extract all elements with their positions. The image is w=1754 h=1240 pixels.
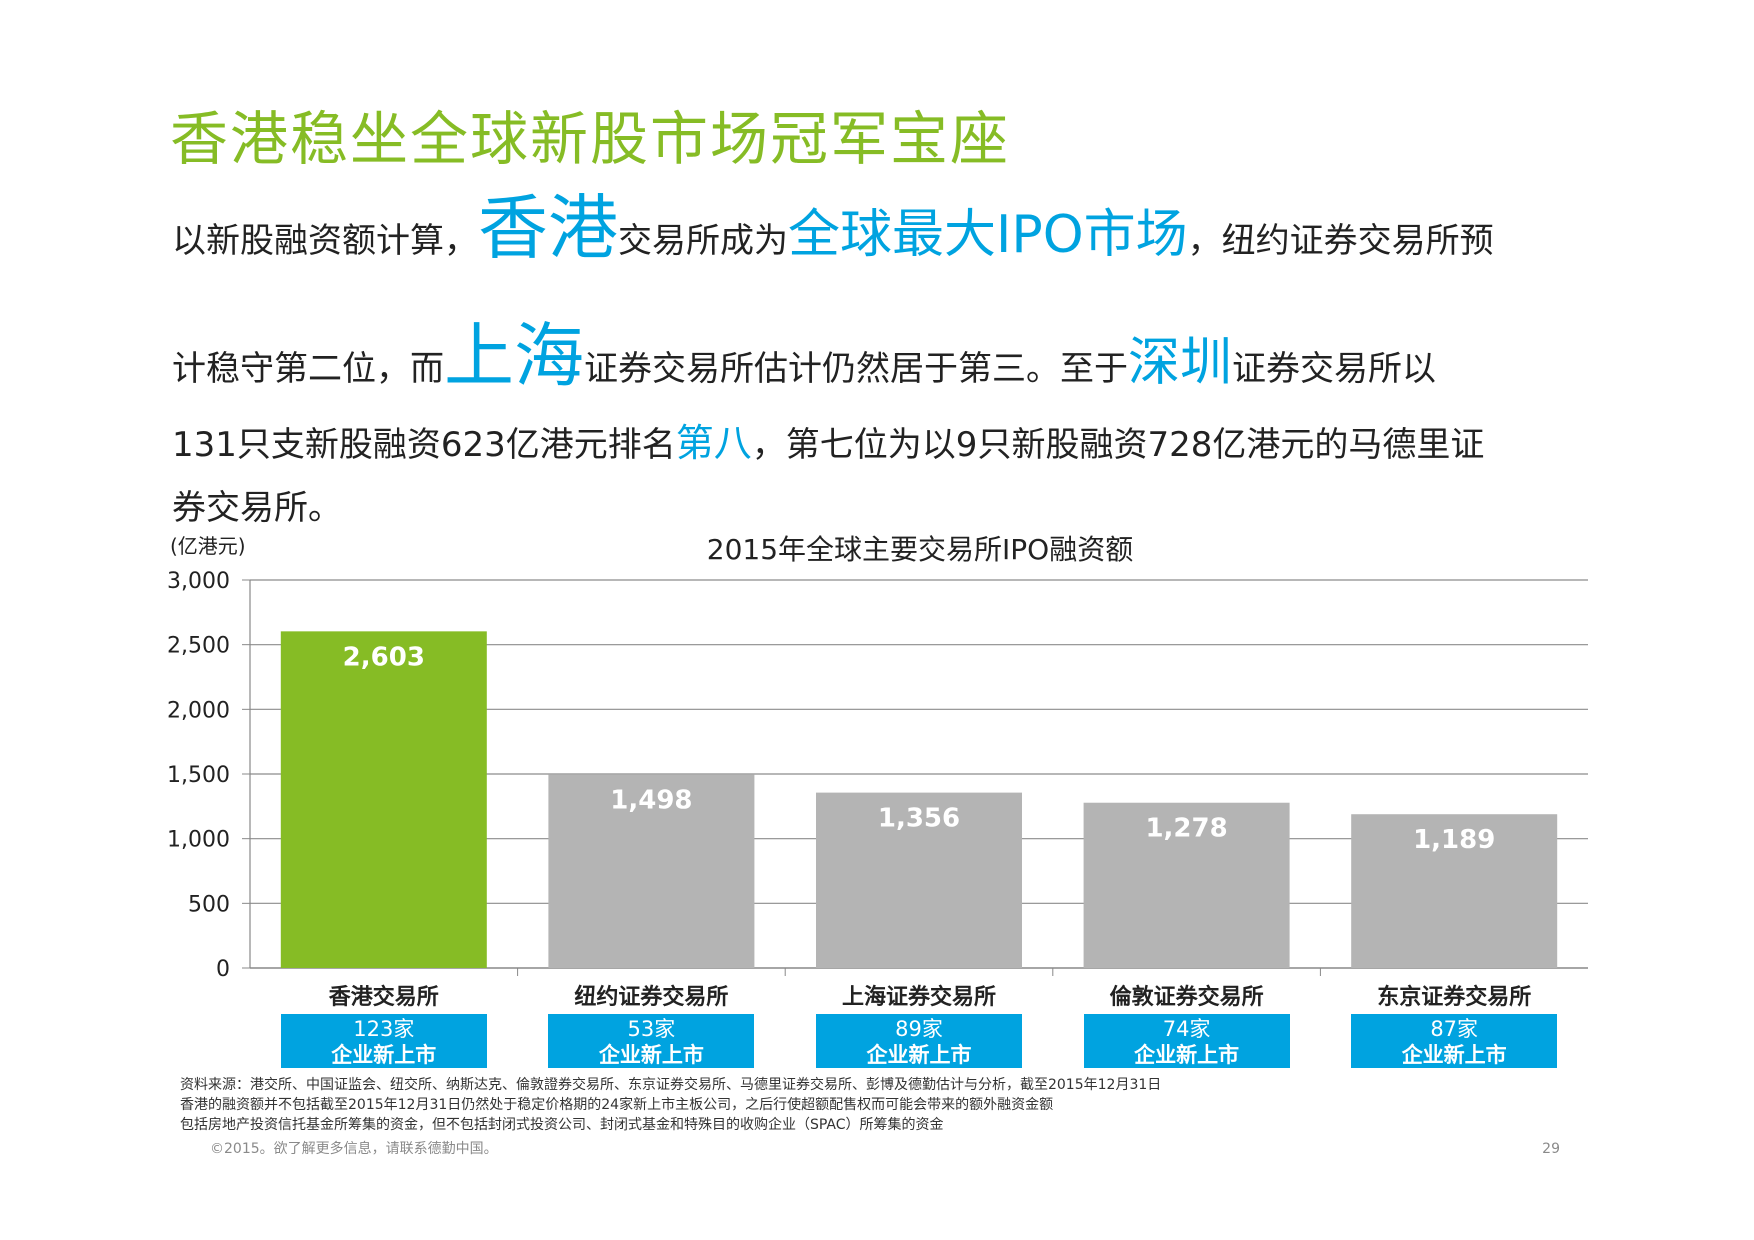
paragraph-line-3: 131只支新股融资623亿港元排名第八，第七位为以9只新股融资728亿港元的马德… <box>172 412 1484 467</box>
listing-count-badge: 123家 企业新上市 <box>280 1014 487 1068</box>
category-label: 纽约证券交易所 <box>574 984 728 1010</box>
y-tick-label: 1,500 <box>167 763 230 788</box>
y-tick-label: 2,500 <box>167 634 230 659</box>
category-label: 东京证券交易所 <box>1377 984 1531 1010</box>
para-text: ，第七位为以9只新股融资728亿港元的马德里证 <box>751 425 1485 465</box>
bar-1 <box>280 631 487 968</box>
para-text: 证券交易所估计仍然居于第三。至于 <box>584 349 1128 389</box>
y-axis-unit-label: (亿港元) <box>170 534 246 558</box>
y-tick-label: 2,000 <box>167 698 230 723</box>
footnote-reit-note: 包括房地产投资信托基金所筹集的资金，但不包括封闭式投资公司、封闭式基金和特殊目的… <box>180 1117 944 1133</box>
highlight-largest-ipo: 全球最大IPO市场 <box>788 205 1188 265</box>
listing-count: 89家 <box>895 1017 943 1041</box>
listing-text: 企业新上市 <box>866 1043 972 1067</box>
highlight-shanghai: 上海 <box>444 315 584 397</box>
y-tick-label: 0 <box>216 957 230 982</box>
bar-5 <box>1351 814 1558 968</box>
y-tick-label: 3,000 <box>167 569 230 594</box>
bar-2 <box>548 774 755 968</box>
bar-3 <box>816 792 1022 968</box>
category-label: 香港交易所 <box>329 984 439 1010</box>
para-text: 计稳守第二位，而 <box>172 349 444 389</box>
y-tick-label: 1,000 <box>167 828 230 853</box>
footnote-hk-note: 香港的融资额并不包括截至2015年12月31日仍然处于稳定价格期的24家新上市主… <box>180 1097 1054 1113</box>
paragraph-line-1: 以新股融资额计算，香港交易所成为全球最大IPO市场，纽约证券交易所预 <box>172 172 1494 273</box>
data-label: 1,356 <box>878 804 960 834</box>
para-text: 券交易所。 <box>172 488 342 528</box>
page-title: 香港稳坐全球新股市场冠军宝座 <box>170 105 1011 173</box>
data-label: 1,278 <box>1145 814 1227 844</box>
data-label: 2,603 <box>343 642 425 672</box>
para-text: ，纽约证券交易所预 <box>1187 221 1494 261</box>
listing-count: 74家 <box>1162 1017 1211 1041</box>
para-text: 以新股融资额计算， <box>172 221 478 261</box>
category-label: 上海证券交易所 <box>842 984 996 1010</box>
listing-count: 123家 <box>353 1017 415 1041</box>
listing-count: 53家 <box>627 1017 676 1041</box>
listing-count-badge: 87家 企业新上市 <box>1351 1014 1558 1068</box>
y-tick-label: 500 <box>188 892 230 917</box>
listing-count: 87家 <box>1430 1017 1479 1041</box>
data-label: 1,189 <box>1413 825 1495 855</box>
page-number: 29 <box>1542 1141 1560 1157</box>
listing-text: 企业新上市 <box>1401 1043 1507 1067</box>
listing-text: 企业新上市 <box>598 1043 704 1067</box>
para-text: 证券交易所以 <box>1232 349 1437 389</box>
category-label: 倫敦证券交易所 <box>1110 984 1264 1010</box>
highlight-hongkong: 香港 <box>478 187 618 269</box>
highlight-eighth: 第八 <box>675 421 752 465</box>
bar-4 <box>1083 802 1290 968</box>
listing-count-badge: 53家 企业新上市 <box>548 1014 755 1068</box>
highlight-shenzhen: 深圳 <box>1128 333 1233 393</box>
paragraph-line-4: 券交易所。 <box>172 480 342 529</box>
footnote-source: 资料来源：港交所、中国证监会、纽交所、纳斯达克、倫敦證券交易所、东京证券交易所、… <box>180 1077 1162 1093</box>
listing-count-badge: 74家 企业新上市 <box>1083 1014 1290 1068</box>
copyright-text: ©2015。欲了解更多信息，请联系德勤中国。 <box>210 1141 498 1157</box>
listing-text: 企业新上市 <box>1134 1043 1240 1067</box>
para-text: 交易所成为 <box>618 221 788 261</box>
listing-text: 企业新上市 <box>331 1043 437 1067</box>
paragraph-line-2: 计稳守第二位，而上海证券交易所估计仍然居于第三。至于深圳证券交易所以 <box>172 300 1436 401</box>
para-text: 131只支新股融资623亿港元排名 <box>172 425 676 465</box>
chart-title: 2015年全球主要交易所IPO融资额 <box>706 533 1134 566</box>
listing-count-badge: 89家 企业新上市 <box>816 1014 1022 1068</box>
data-label: 1,498 <box>610 785 692 815</box>
